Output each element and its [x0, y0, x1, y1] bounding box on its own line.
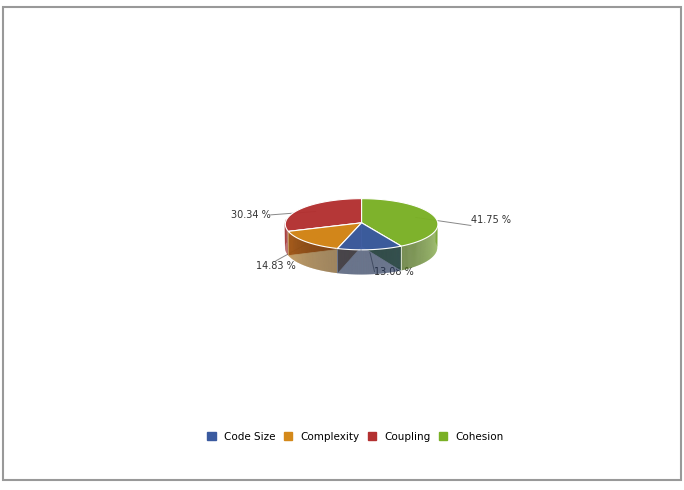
Legend: Code Size, Complexity, Coupling, Cohesion: Code Size, Complexity, Coupling, Cohesio… [203, 428, 508, 446]
